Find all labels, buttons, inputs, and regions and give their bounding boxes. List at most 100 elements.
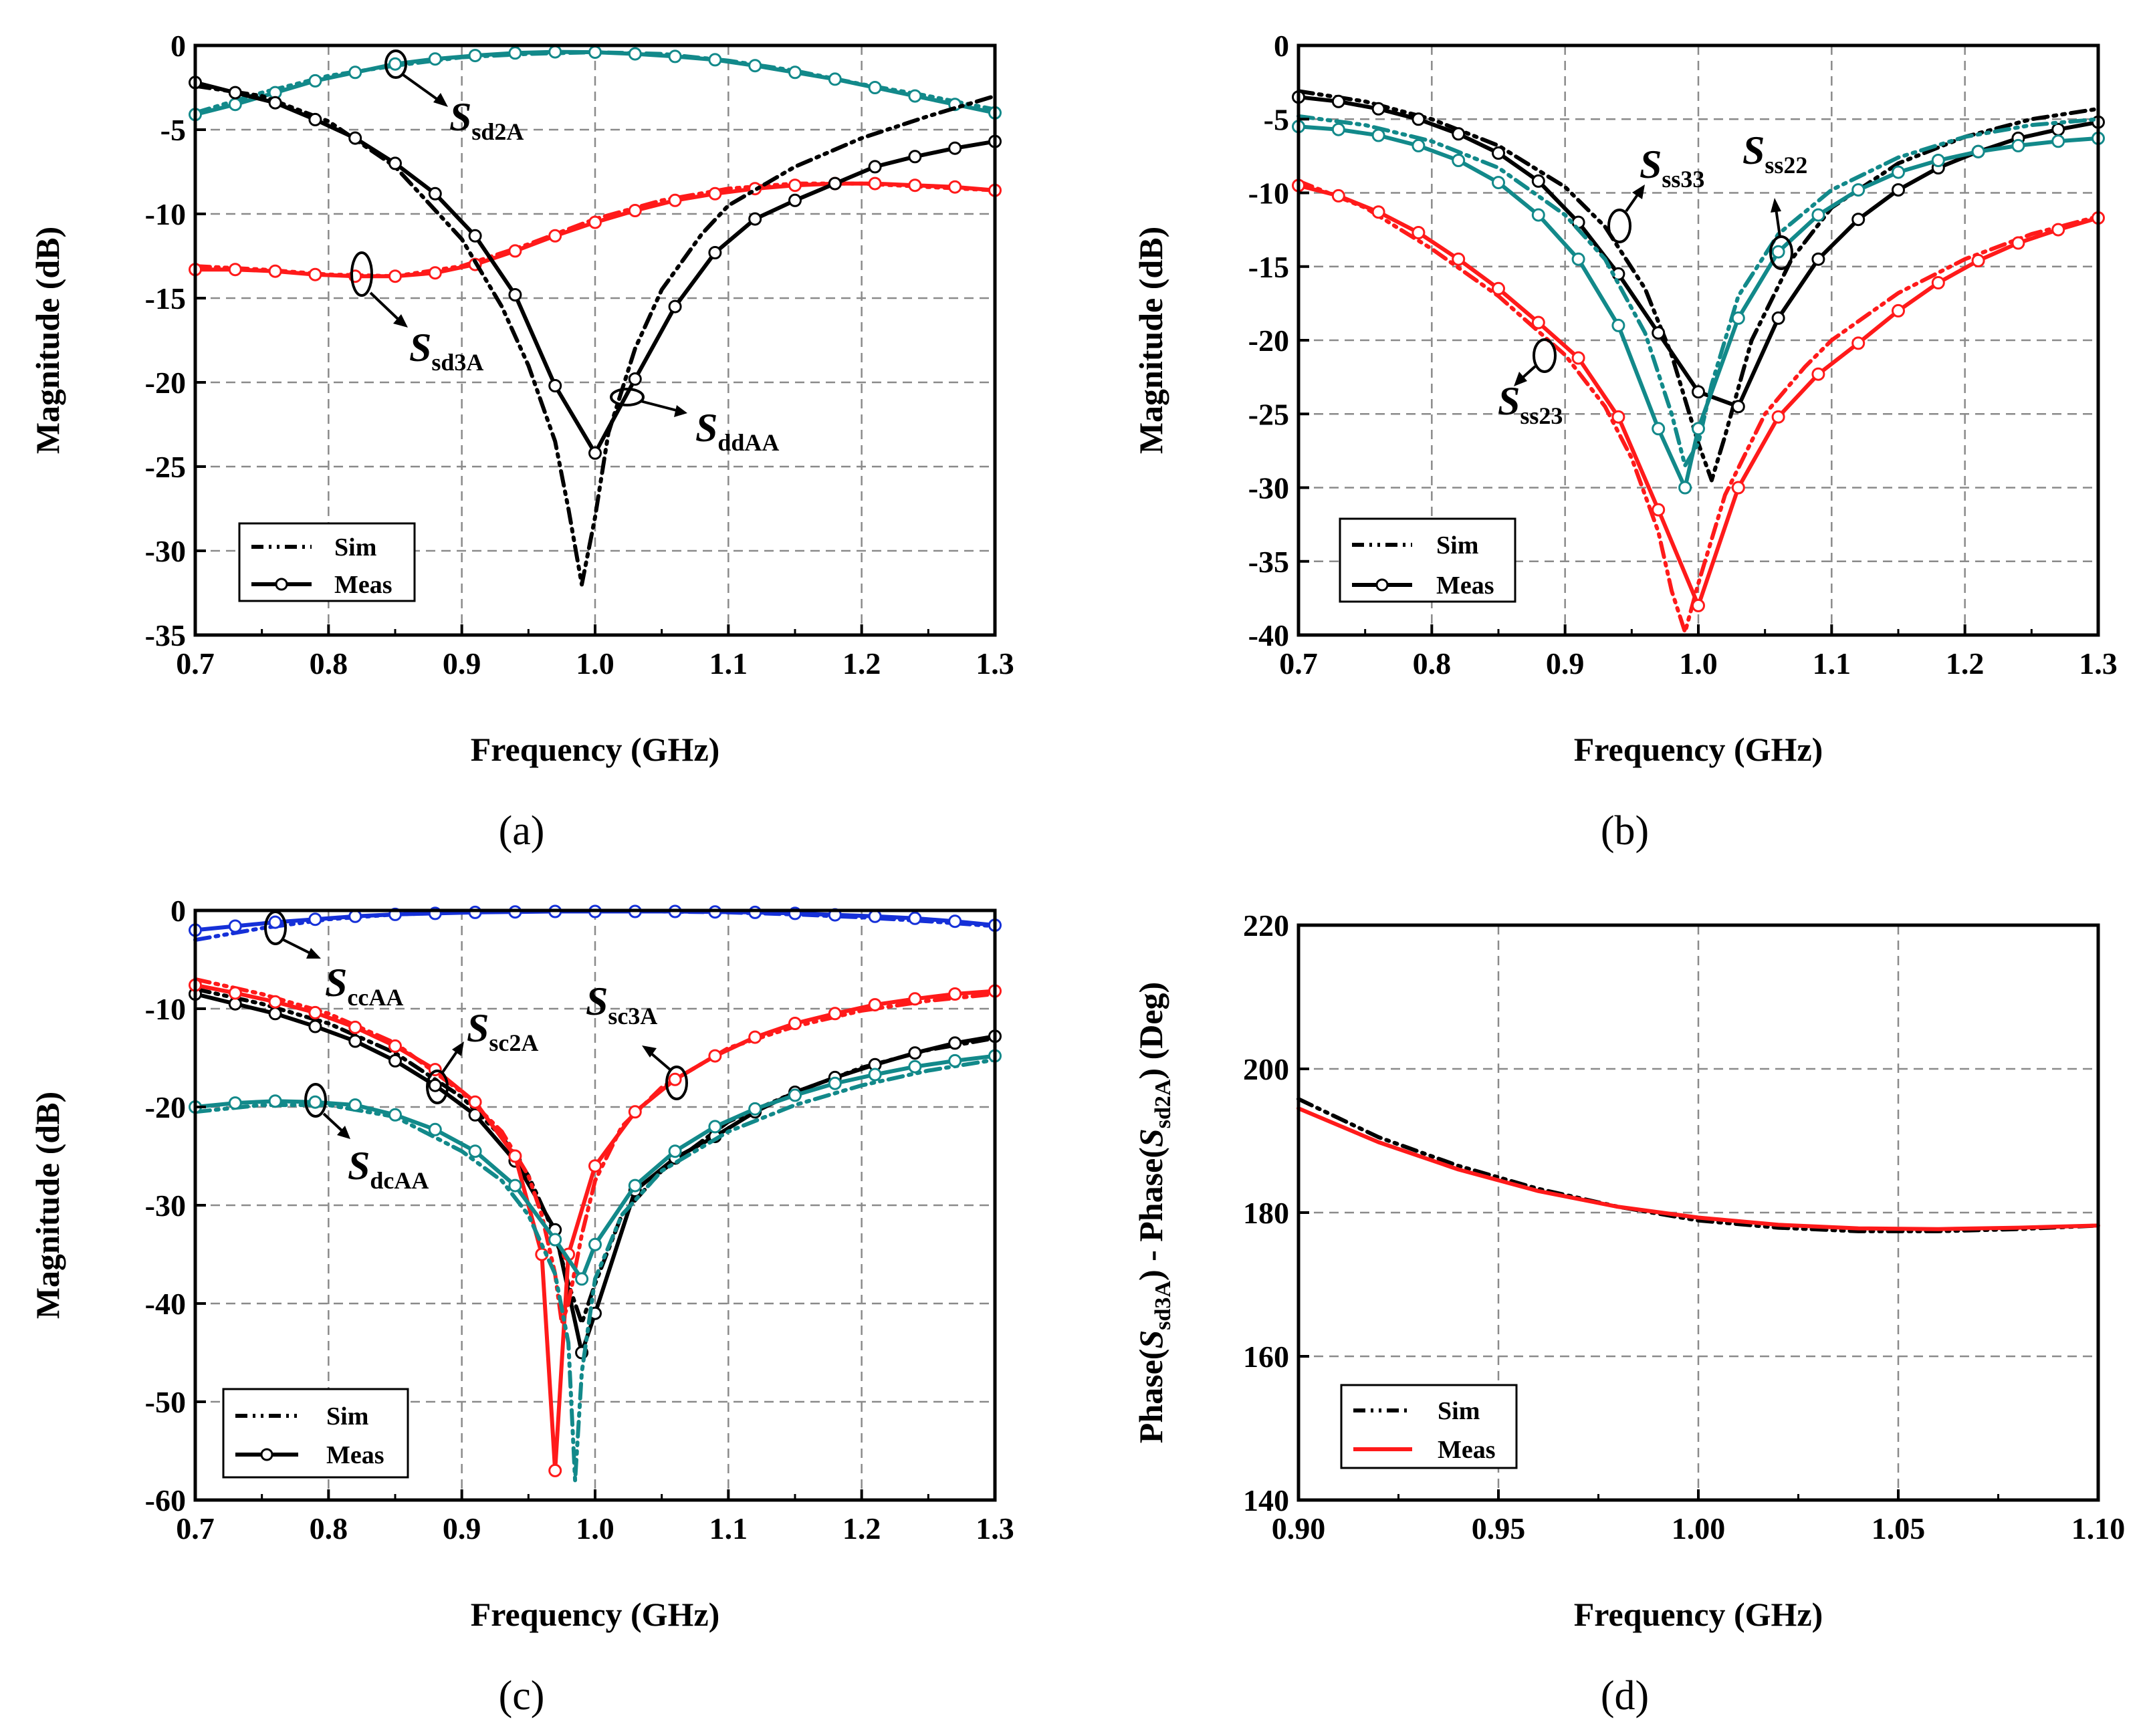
data-point-sss33-meas <box>1771 311 1785 325</box>
x-tick-label: 0.9 <box>443 646 481 680</box>
x-tick-label: 1.10 <box>2071 1511 2126 1545</box>
legend-meas-marker-c <box>260 1448 273 1461</box>
data-point-sss33-meas <box>1452 127 1466 141</box>
y-tick-label: 200 <box>1243 1052 1289 1086</box>
data-point-sddaa-meas <box>348 131 362 145</box>
y-tick-label: -30 <box>145 1189 186 1223</box>
data-point-ssc3a-meas <box>548 1463 562 1477</box>
data-point-sss23-meas <box>1492 281 1505 295</box>
data-point-sss33-meas <box>2051 122 2065 136</box>
y-tick-label: -25 <box>1248 397 1289 431</box>
data-point-sss23-meas <box>1892 303 1905 318</box>
legend-sim-label-c: Sim <box>326 1402 368 1431</box>
data-point-sddaa-meas <box>868 160 882 174</box>
y-tick-label: 180 <box>1243 1196 1289 1230</box>
annotation-arrow-dcaa <box>322 1112 344 1132</box>
data-point-sddaa-meas <box>948 141 962 155</box>
data-point-sd3a-meas <box>868 176 882 191</box>
y-tick-label: -5 <box>160 113 186 147</box>
x-tick-label: 1.2 <box>842 646 881 680</box>
data-point-sd3a-meas <box>628 204 642 217</box>
data-point-sss23-meas <box>1971 253 1985 267</box>
annotation-label-sc2a: Ssc2A <box>467 1006 538 1056</box>
series-line-sdcaa-meas <box>193 1053 997 1281</box>
data-point-sccaa-meas <box>748 905 762 919</box>
data-point-sss23-meas <box>1931 276 1945 289</box>
legend-meas-label-c: Meas <box>326 1441 384 1469</box>
annotation-ellipse-dcaa <box>304 1083 327 1118</box>
data-point-sss22-meas <box>2011 138 2025 152</box>
data-point-ssc2a-meas <box>428 1078 442 1092</box>
annotation-arrowhead-sc2a <box>452 1041 464 1056</box>
data-point-sss23-meas <box>1611 410 1625 424</box>
data-point-sddaa-meas <box>468 229 482 243</box>
annotation-arrow-sd3a <box>369 291 400 321</box>
data-point-ssc3a-meas <box>508 1149 522 1163</box>
data-point-sdcaa-meas <box>228 1096 242 1110</box>
data-point-sd2a-meas <box>308 74 322 88</box>
data-point-ssc3a-meas <box>348 1020 362 1034</box>
x-tick-label: 0.90 <box>1272 1511 1326 1545</box>
data-point-sddaa-meas <box>828 176 842 191</box>
annotation-label-dcaa: SdcAA <box>348 1144 429 1194</box>
data-point-sdcaa-meas <box>428 1122 442 1136</box>
data-point-sss23-meas <box>1731 481 1745 495</box>
data-point-sss23-meas <box>1692 598 1705 612</box>
annotation-arrow-sc2a <box>441 1049 459 1074</box>
data-point-sd3a-meas <box>708 187 722 201</box>
data-point-sss22-meas <box>1452 154 1466 167</box>
annotation-ellipse-ss33 <box>1607 209 1631 243</box>
data-point-sss23-meas <box>2011 236 2025 250</box>
data-point-sddaa-meas <box>508 288 522 301</box>
data-point-sd2a-meas <box>868 81 882 94</box>
annotation-arrow-ss22 <box>1775 208 1781 237</box>
annotation-arrowhead-sd2a <box>433 93 448 107</box>
data-point-sss33-meas <box>1412 112 1426 126</box>
data-point-sccaa-meas <box>948 914 962 928</box>
y-tick-label: -25 <box>145 450 186 484</box>
annotation-ellipse-ddaa <box>610 388 645 406</box>
legend-d: Sim Meas <box>1340 1384 1518 1469</box>
data-point-sd2a-meas <box>748 59 762 73</box>
x-tick-label: 0.9 <box>1546 646 1585 680</box>
panel-c: 0.7 0.8 0.9 1.0 1.1 1.2 1.3 0 -10 -20 -30 -40 -50 -60… <box>29 894 1014 1719</box>
annotation-arrow-sd2a <box>402 74 440 102</box>
legend-c: Sim Meas <box>222 1388 409 1479</box>
x-tick-label: 1.3 <box>976 1511 1014 1545</box>
y-axis-label-b: Magnitude (dB) <box>1132 227 1169 454</box>
data-point-sdcaa-meas <box>908 1060 922 1074</box>
data-point-ssc3a-meas <box>748 1030 762 1044</box>
data-point-sd2a-meas <box>828 72 842 86</box>
data-point-sdcaa-meas <box>548 1233 562 1247</box>
data-point-sddaa-meas <box>268 96 282 110</box>
legend-sim-label-d: Sim <box>1438 1397 1480 1425</box>
data-point-sss33-meas <box>1652 326 1666 340</box>
data-point-sss22-meas <box>1571 252 1585 266</box>
data-point-ssc2a-meas <box>468 1108 482 1122</box>
y-tick-label: -15 <box>145 281 186 316</box>
annotation-ss22: Sss22 <box>1742 128 1807 270</box>
data-point-ssc3a-meas <box>668 1072 682 1086</box>
y-tick-label: -10 <box>145 992 186 1026</box>
data-point-sd2a-meas <box>668 49 682 64</box>
series-line-sss33-sim <box>1296 89 2100 483</box>
data-point-sss22-meas <box>1731 311 1745 325</box>
annotation-arrowhead-ddaa <box>674 405 687 417</box>
grid-a <box>195 45 995 635</box>
panel-label-c: (c) <box>499 1673 545 1719</box>
x-tick-label: 0.9 <box>443 1511 481 1545</box>
data-point-sccaa-meas <box>348 909 362 923</box>
series-line-sss22-meas <box>1296 124 2100 490</box>
annotation-arrowhead-ss33 <box>1632 184 1645 199</box>
data-point-sdcaa-meas <box>748 1102 762 1116</box>
data-point-ssc2a-meas <box>908 1046 922 1060</box>
data-point-sccaa-meas <box>228 919 242 933</box>
x-tick-label: 1.0 <box>576 1511 614 1545</box>
data-point-sss23-meas <box>2051 223 2065 237</box>
data-point-sddaa-meas <box>228 86 242 100</box>
y-tick-label: -35 <box>145 618 186 652</box>
data-point-sss22-meas <box>2051 134 2065 148</box>
panel-label-b: (b) <box>1601 808 1649 854</box>
data-point-sdcaa-meas <box>628 1179 642 1193</box>
data-point-sd2a-meas <box>788 66 802 80</box>
